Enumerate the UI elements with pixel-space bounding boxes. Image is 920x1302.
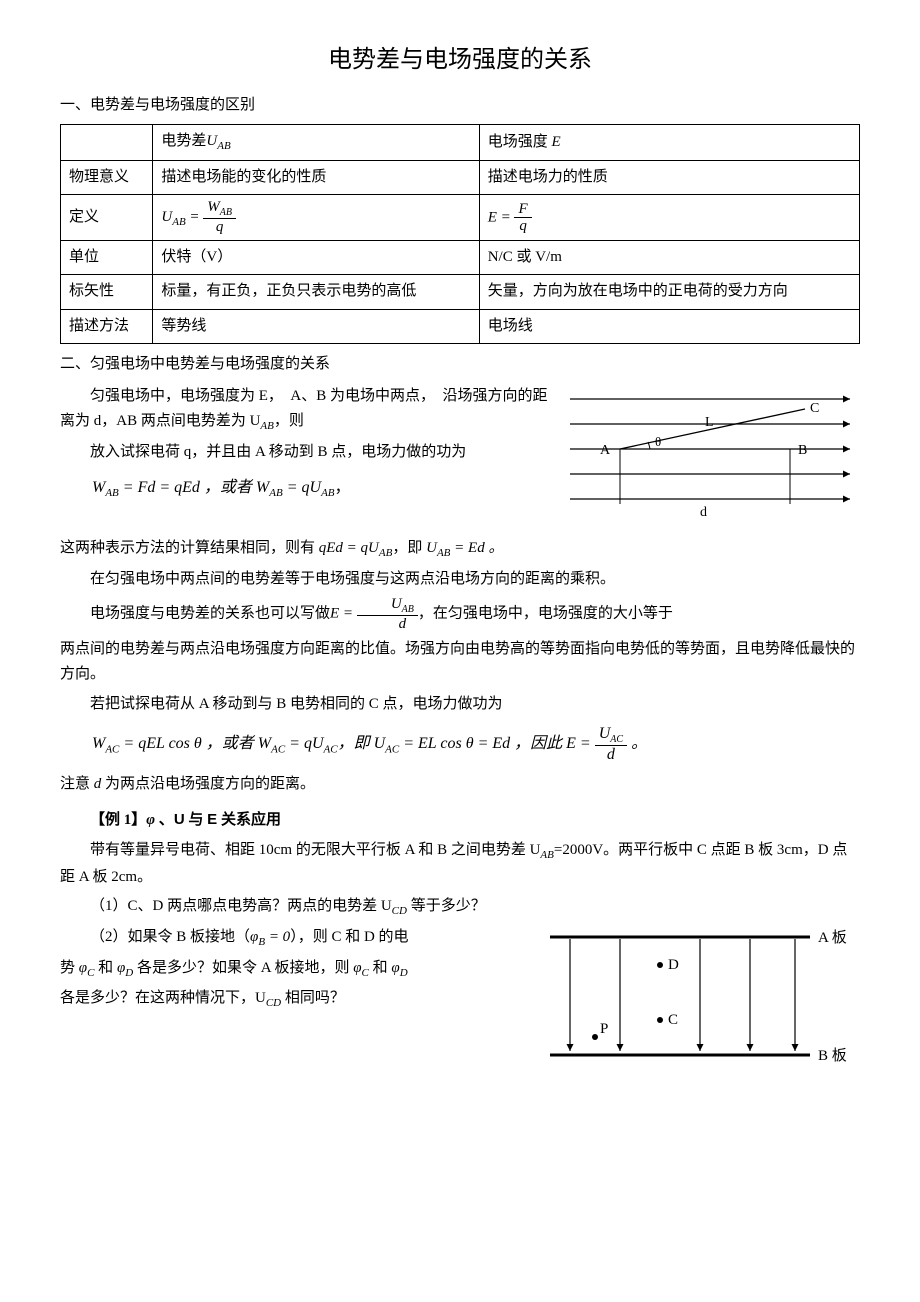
label-A: A <box>600 443 611 458</box>
table-cell: 伏特（V） <box>153 240 479 275</box>
label-theta: θ <box>655 434 661 449</box>
section2-heading: 二、匀强电场中电势差与电场强度的关系 <box>60 352 860 378</box>
label-P: P <box>600 1021 608 1037</box>
paragraph: 这两种表示方法的计算结果相同，则有 qEd = qUAB，即 UAB = Ed … <box>60 536 860 563</box>
table-cell: 电场线 <box>479 309 859 344</box>
uniform-field-diagram: A B C L θ d <box>560 384 860 524</box>
label-d: d <box>700 505 707 520</box>
paragraph: 带有等量异号电荷、相距 10cm 的无限大平行板 A 和 B 之间电势差 UAB… <box>60 838 860 890</box>
label-B: B <box>798 443 807 458</box>
example-heading: 【例 1】φ 、U 与 E φ 、U 与 E 关系应用关系应用 <box>60 807 860 834</box>
formula: WAC = qEL cos θ ，或者 WAC = qUAC，即 UAC = E… <box>92 725 860 764</box>
label-L: L <box>705 415 714 430</box>
label-A-plate: A 板 <box>818 928 847 946</box>
paragraph: （1）C、D 两点哪点电势高？两点的电势差 UCD 等于多少？ <box>60 894 860 921</box>
table-cell <box>61 125 153 161</box>
paragraph: 注意 d 为两点沿电场强度方向的距离。 <box>60 772 860 798</box>
paragraph: 两点间的电势差与两点沿电场强度方向距离的比值。场强方向由电势高的等势面指向电势低… <box>60 637 860 688</box>
table-row: 标矢性 标量，有正负，正负只表示电势的高低 矢量，方向为放在电场中的正电荷的受力… <box>61 275 860 310</box>
table-cell: 物理意义 <box>61 160 153 195</box>
table-cell: 定义 <box>61 195 153 241</box>
paragraph: 若把试探电荷从 A 移动到与 B 电势相同的 C 点，电场力做功为 <box>60 692 860 718</box>
table-cell: 标量，有正负，正负只表示电势的高低 <box>153 275 479 310</box>
comparison-table: 电势差UAB 电场强度 E 物理意义 描述电场能的变化的性质 描述电场力的性质 … <box>60 124 860 344</box>
table-cell: 标矢性 <box>61 275 153 310</box>
table-cell: 描述方法 <box>61 309 153 344</box>
table-row: 物理意义 描述电场能的变化的性质 描述电场力的性质 <box>61 160 860 195</box>
label-D: D <box>668 957 679 973</box>
table-row: 定义 UAB = WABq E = Fq <box>61 195 860 241</box>
table-cell: 描述电场力的性质 <box>479 160 859 195</box>
paragraph: 在匀强电场中两点间的电势差等于电场强度与这两点沿电场方向的距离的乘积。 <box>60 567 860 593</box>
label-C: C <box>668 1012 678 1028</box>
label-C: C <box>810 401 819 416</box>
table-cell: 描述电场能的变化的性质 <box>153 160 479 195</box>
table-row: 描述方法 等势线 电场线 <box>61 309 860 344</box>
table-cell: N/C 或 V/m <box>479 240 859 275</box>
table-row: 电势差UAB 电场强度 E <box>61 125 860 161</box>
table-cell: 等势线 <box>153 309 479 344</box>
label-B-plate: B 板 <box>818 1046 847 1064</box>
table-cell: UAB = WABq <box>153 195 479 241</box>
section1-heading: 一、电势差与电场强度的区别 <box>60 93 860 119</box>
parallel-plates-diagram: A 板 B 板 D C P <box>540 925 860 1075</box>
table-cell: 单位 <box>61 240 153 275</box>
page-title: 电势差与电场强度的关系 <box>60 40 860 81</box>
paragraph: 电场强度与电势差的关系也可以写做E = UABd，在匀强电场中，电场强度的大小等… <box>60 596 860 633</box>
table-row: 单位 伏特（V） N/C 或 V/m <box>61 240 860 275</box>
table-cell: 电势差UAB <box>153 125 479 161</box>
table-cell: 矢量，方向为放在电场中的正电荷的受力方向 <box>479 275 859 310</box>
table-cell: 电场强度 E <box>479 125 859 161</box>
table-cell: E = Fq <box>479 195 859 241</box>
